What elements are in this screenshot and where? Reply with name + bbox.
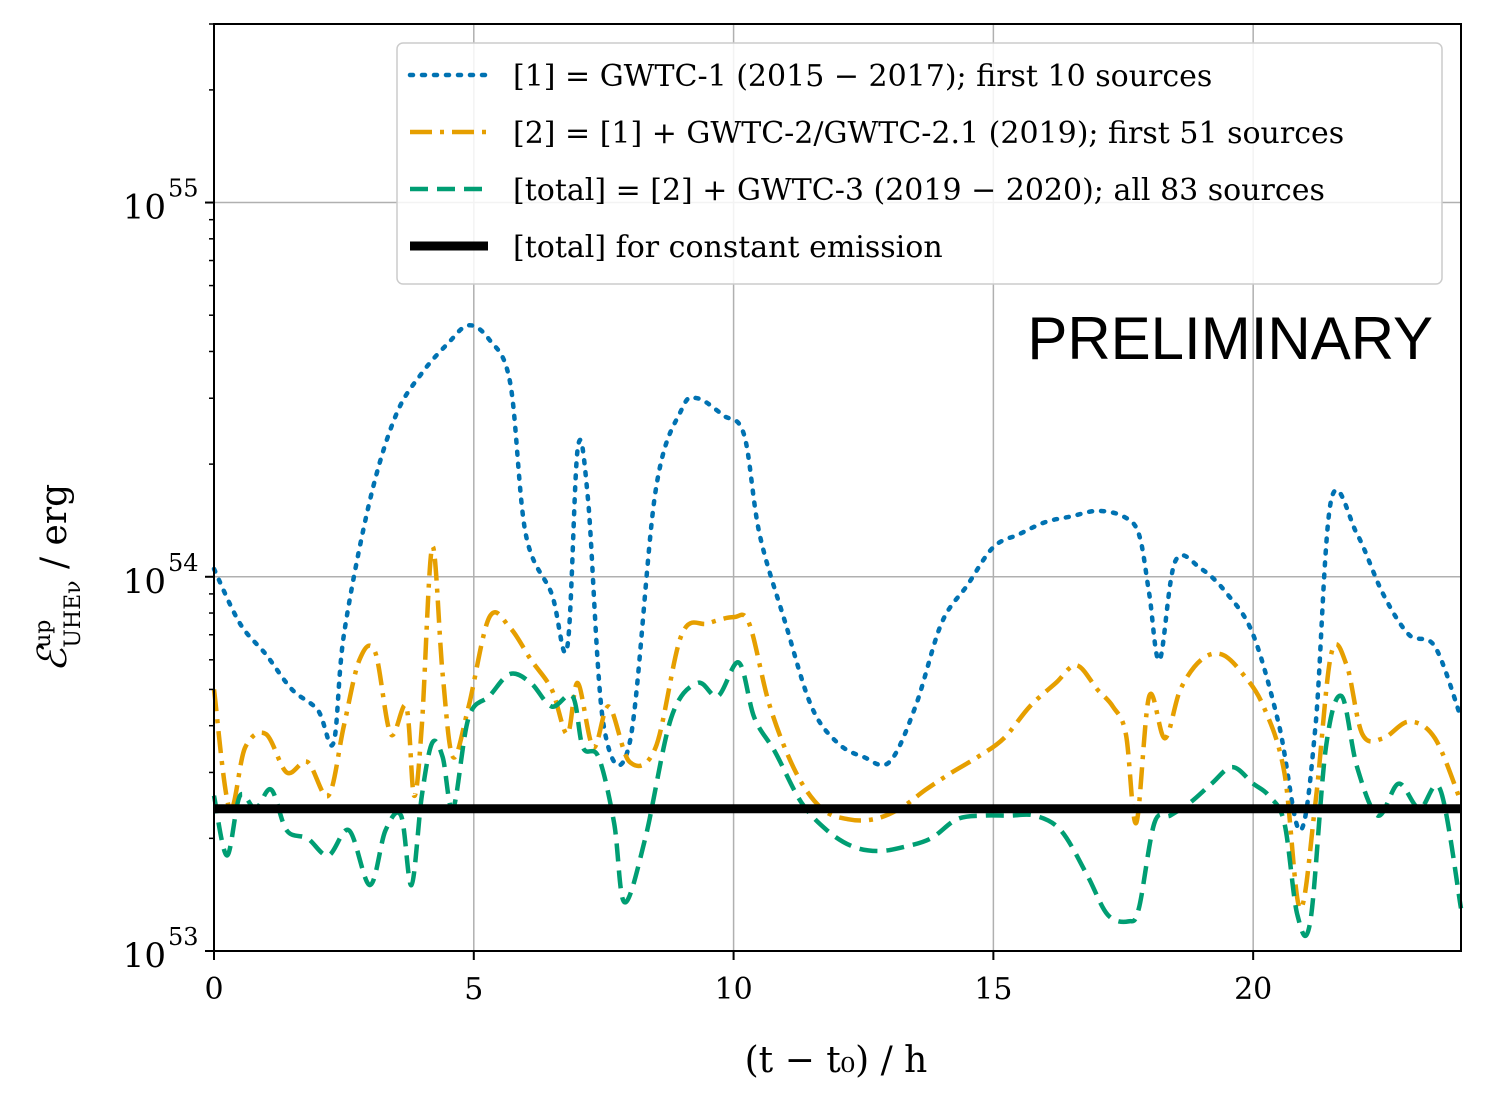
legend-label: [total] for constant emission: [513, 230, 943, 265]
series-total: [211, 660, 1464, 939]
legend-entry-constant: [total] for constant emission: [410, 230, 943, 265]
y-axis-label: ℰup UHEν / erg: [30, 484, 86, 672]
legend-entry-total: [total] = [2] + GWTC-3 (2019 − 2020); al…: [410, 173, 1325, 208]
y-tick-label-exponent: 53: [168, 923, 199, 951]
legend-label: [total] = [2] + GWTC-3 (2019 − 2020); al…: [513, 173, 1325, 208]
x-tick-label: 10: [714, 972, 752, 1007]
ylabel-symbol: ℰ: [30, 644, 76, 672]
ylabel-superscript: up: [31, 620, 56, 648]
x-tick-label: 20: [1234, 972, 1272, 1007]
x-axis-label: (t − t₀) / h: [745, 1040, 928, 1081]
y-tick-label: 10: [123, 562, 166, 602]
legend-entry-gwtc1: [1] = GWTC-1 (2015 − 2017); first 10 sou…: [407, 59, 1212, 94]
ylabel-subscript: UHEν: [61, 580, 86, 647]
legend-label: [1] = GWTC-1 (2015 − 2017); first 10 sou…: [513, 59, 1212, 94]
y-tick-label-exponent: 54: [168, 549, 199, 577]
legend-entry-gwtc2: [2] = [1] + GWTC-2/GWTC-2.1 (2019); firs…: [410, 116, 1344, 151]
legend: [1] = GWTC-1 (2015 − 2017); first 10 sou…: [396, 42, 1443, 285]
legend-label: [2] = [1] + GWTC-2/GWTC-2.1 (2019); firs…: [513, 116, 1344, 151]
y-tick-label: 10: [123, 936, 166, 976]
preliminary-annotation: PRELIMINARY: [1027, 305, 1433, 372]
x-tick-label: 0: [204, 972, 223, 1007]
y-tick-label: 10: [123, 188, 166, 228]
x-tick-label: 5: [464, 972, 483, 1007]
y-tick-label-exponent: 55: [168, 175, 199, 203]
series-gwtc1: [211, 323, 1464, 833]
plot-frame: [213, 23, 1462, 952]
legend-box: [396, 42, 1443, 285]
series-layer: [211, 323, 1464, 939]
axis-ticks: [205, 23, 1255, 960]
series-gwtc2: [211, 544, 1464, 911]
ylabel-unit: / erg: [34, 484, 75, 581]
x-tick-label: 15: [974, 972, 1012, 1007]
